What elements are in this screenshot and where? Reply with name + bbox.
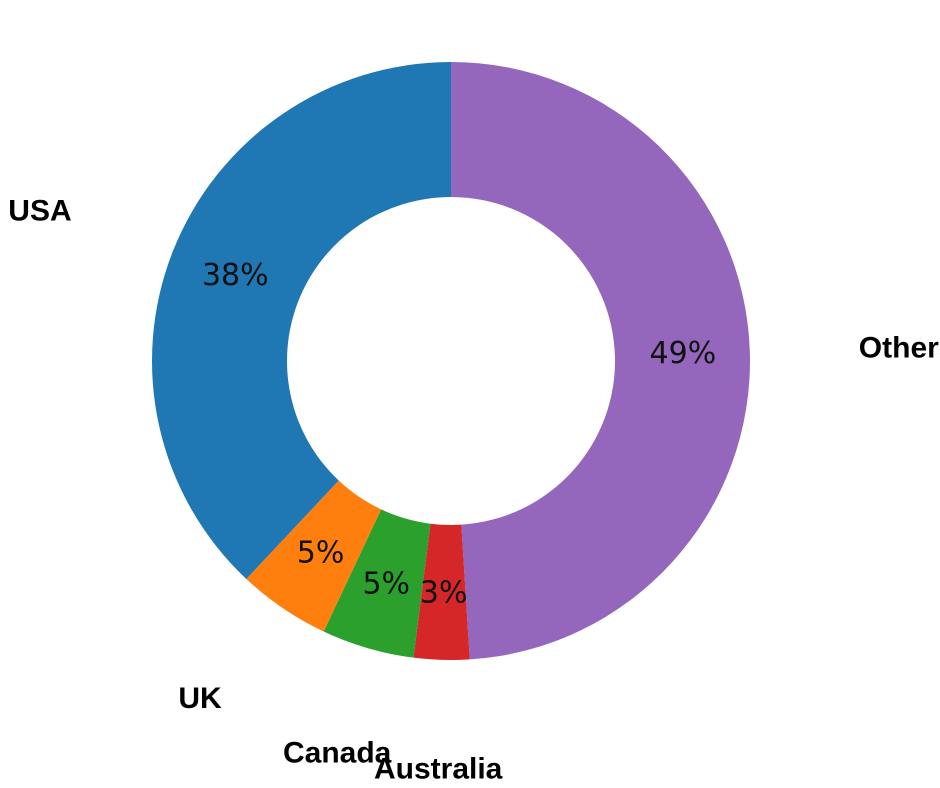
category-label-australia: Australia xyxy=(374,752,503,785)
pct-label-others: 49% xyxy=(650,336,717,371)
slice-australia xyxy=(413,523,470,660)
category-label-canada: Canada xyxy=(283,736,392,769)
percentage-labels: 49% 3% 5% 5% 38% xyxy=(202,258,716,610)
slice-uk xyxy=(246,480,382,632)
category-label-uk: UK xyxy=(178,682,222,715)
slice-usa xyxy=(152,62,451,579)
category-label-others: Others xyxy=(859,332,940,365)
pct-label-uk: 5% xyxy=(297,535,345,570)
category-label-usa: USA xyxy=(8,194,71,227)
pct-label-canada: 5% xyxy=(362,566,410,601)
donut-slices xyxy=(152,62,750,660)
slice-others xyxy=(451,62,750,660)
pct-label-usa: 38% xyxy=(202,258,269,293)
pct-label-australia: 3% xyxy=(420,575,468,610)
slice-canada xyxy=(323,509,431,658)
